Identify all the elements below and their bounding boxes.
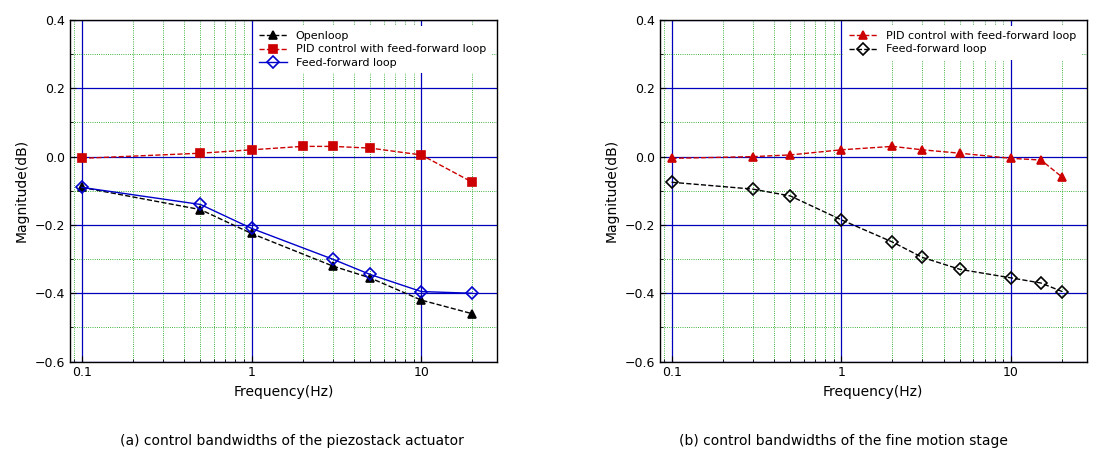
PID control with feed-forward loop bbox=[414, 152, 428, 158]
PID control with feed-forward loop bbox=[75, 156, 88, 161]
Line: Openloop: Openloop bbox=[77, 183, 476, 318]
Line: PID control with feed-forward loop: PID control with feed-forward loop bbox=[668, 142, 1067, 181]
Openloop bbox=[194, 207, 207, 212]
PID control with feed-forward loop bbox=[665, 156, 678, 161]
PID control with feed-forward loop bbox=[194, 150, 207, 156]
X-axis label: Frequency(Hz): Frequency(Hz) bbox=[823, 385, 923, 399]
Feed-forward loop bbox=[1005, 275, 1018, 281]
PID control with feed-forward loop bbox=[466, 180, 479, 185]
Feed-forward loop bbox=[1035, 280, 1048, 286]
Feed-forward loop bbox=[75, 184, 88, 190]
Feed-forward loop bbox=[746, 186, 759, 192]
Feed-forward loop bbox=[953, 267, 966, 272]
Openloop bbox=[245, 231, 258, 236]
Legend: Openloop, PID control with feed-forward loop, Feed-forward loop: Openloop, PID control with feed-forward … bbox=[253, 26, 491, 73]
PID control with feed-forward loop bbox=[916, 147, 929, 153]
Feed-forward loop bbox=[326, 256, 339, 262]
Legend: PID control with feed-forward loop, Feed-forward loop: PID control with feed-forward loop, Feed… bbox=[843, 26, 1081, 60]
PID control with feed-forward loop bbox=[245, 147, 258, 153]
Feed-forward loop bbox=[886, 239, 899, 245]
Openloop bbox=[414, 297, 428, 303]
PID control with feed-forward loop bbox=[326, 144, 339, 149]
Openloop bbox=[326, 263, 339, 269]
Feed-forward loop bbox=[466, 291, 479, 296]
Feed-forward loop bbox=[364, 272, 377, 277]
Feed-forward loop bbox=[245, 225, 258, 231]
PID control with feed-forward loop bbox=[784, 152, 797, 158]
Openloop bbox=[75, 184, 88, 190]
Feed-forward loop bbox=[784, 193, 797, 198]
Feed-forward loop bbox=[414, 289, 428, 294]
X-axis label: Frequency(Hz): Frequency(Hz) bbox=[234, 385, 334, 399]
Feed-forward loop bbox=[1056, 289, 1069, 294]
Feed-forward loop bbox=[194, 202, 207, 207]
Line: Feed-forward loop: Feed-forward loop bbox=[668, 178, 1067, 296]
PID control with feed-forward loop bbox=[746, 154, 759, 159]
PID control with feed-forward loop bbox=[953, 150, 966, 156]
PID control with feed-forward loop bbox=[364, 145, 377, 151]
Feed-forward loop bbox=[665, 180, 678, 185]
Openloop bbox=[466, 311, 479, 316]
PID control with feed-forward loop bbox=[834, 147, 847, 153]
Feed-forward loop bbox=[834, 217, 847, 223]
PID control with feed-forward loop bbox=[1035, 158, 1048, 163]
Line: PID control with feed-forward loop: PID control with feed-forward loop bbox=[77, 142, 476, 186]
Text: (b) control bandwidths of the fine motion stage: (b) control bandwidths of the fine motio… bbox=[679, 435, 1007, 449]
Y-axis label: Magnitude(dB): Magnitude(dB) bbox=[605, 139, 619, 243]
Feed-forward loop bbox=[916, 255, 929, 260]
PID control with feed-forward loop bbox=[1056, 175, 1069, 180]
Line: Feed-forward loop: Feed-forward loop bbox=[77, 183, 476, 297]
Y-axis label: Magnitude(dB): Magnitude(dB) bbox=[15, 139, 29, 243]
PID control with feed-forward loop bbox=[296, 144, 310, 149]
PID control with feed-forward loop bbox=[1005, 156, 1018, 161]
PID control with feed-forward loop bbox=[886, 144, 899, 149]
Text: (a) control bandwidths of the piezostack actuator: (a) control bandwidths of the piezostack… bbox=[120, 435, 464, 449]
Openloop bbox=[364, 275, 377, 281]
